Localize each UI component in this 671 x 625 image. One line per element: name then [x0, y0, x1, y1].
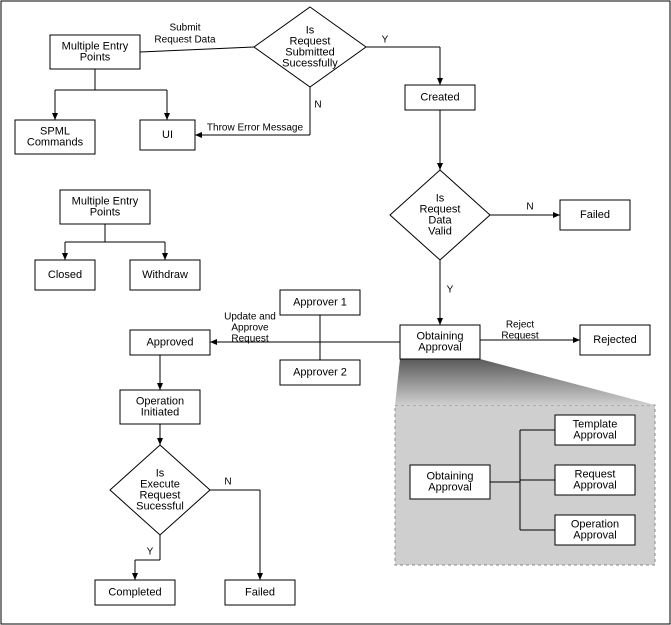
inset-item-1-text: Approval	[573, 479, 616, 491]
node-withdraw-text: Withdraw	[142, 269, 188, 281]
node-created-text: Created	[420, 91, 459, 103]
node-failed2-text: Failed	[245, 586, 275, 598]
node-mep2-text: Points	[90, 206, 121, 218]
node-closed-text: Closed	[48, 269, 82, 281]
lbl-rej-2: Request	[501, 331, 538, 342]
lbl-n3: N	[224, 477, 231, 488]
node-failed1-text: Failed	[580, 209, 610, 221]
lbl-y2: Y	[447, 285, 454, 296]
lbl-y1: Y	[382, 35, 389, 46]
lbl-n2: N	[526, 202, 533, 213]
node-opInit-text: Initiated	[141, 406, 180, 418]
node-spml-text: Commands	[27, 136, 84, 148]
node-mep1-text: Points	[80, 51, 111, 63]
node-completed-text: Completed	[108, 586, 161, 598]
node-appr2-text: Approver 2	[293, 366, 347, 378]
node-ui-text: UI	[162, 129, 173, 141]
node-approved-text: Approved	[146, 336, 193, 348]
lbl-upd-1: Update and	[224, 312, 276, 323]
node-submitDia-text: Sucessfully	[282, 57, 338, 69]
node-appr1-text: Approver 1	[293, 296, 347, 308]
lbl-upd-2: Approve	[231, 323, 269, 334]
lbl-throw: Throw Error Message	[207, 123, 304, 134]
node-rejected-text: Rejected	[593, 334, 636, 346]
node-execDia-text: Sucessful	[136, 500, 184, 512]
node-obtaining-text: Approval	[418, 341, 461, 353]
lbl-y3: Y	[147, 547, 154, 558]
lbl-submit-2: Request Data	[154, 35, 216, 46]
inset-item-0-text: Approval	[573, 429, 616, 441]
inset-item-2-text: Approval	[573, 529, 616, 541]
edge-mep1-submitdia	[140, 47, 254, 52]
lbl-n1: N	[314, 100, 321, 111]
inset-obtaining-text: Approval	[428, 481, 471, 493]
node-validDia-text: Valid	[428, 225, 452, 237]
lbl-submit-1: Submit	[169, 23, 200, 34]
lbl-upd-3: Request	[231, 334, 268, 345]
lbl-rej-1: Reject	[506, 320, 535, 331]
